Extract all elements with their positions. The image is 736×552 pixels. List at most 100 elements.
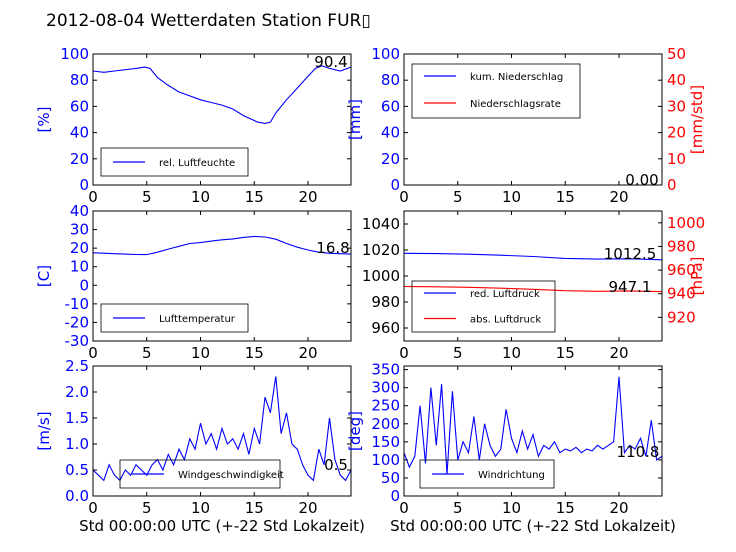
panel-humidity: 0 5 10 15 20 0 20 40 60 80 100 [%] rel. Luftfeuchte 9… — [35, 45, 352, 206]
legend-entry: Niederschlagsrate — [470, 99, 561, 110]
y-tick-label: 20 — [381, 150, 400, 168]
x-tick-label: 20 — [298, 499, 317, 517]
y-axis-label-wind_direction: [deg] — [346, 411, 364, 451]
y2-tick-label: 1000 — [667, 214, 705, 232]
current-value-annotation: 110.8 — [617, 443, 660, 461]
y-tick-label: 0 — [79, 276, 89, 294]
series-line-temperature-0 — [92, 235, 352, 256]
x-tick-label: 20 — [609, 188, 628, 206]
x-tick-label: 20 — [609, 344, 628, 362]
plot-frame-temperature — [92, 210, 352, 342]
y-tick-label: 0 — [79, 176, 89, 194]
y-tick-label: 0.5 — [65, 461, 89, 479]
plot-frame-humidity — [92, 53, 352, 186]
x-tick-label: 0 — [88, 344, 98, 362]
y-tick-label: -30 — [65, 332, 90, 350]
x-tick-label: 10 — [191, 499, 210, 517]
y-axis-label-wind_speed: [m/s] — [35, 411, 53, 450]
series-line-pressure-0 — [403, 252, 663, 261]
y-tick-label: 80 — [70, 71, 89, 89]
legend-box-wind_speed — [119, 459, 281, 489]
y2-tick-label: 10 — [667, 150, 686, 168]
plot-frame-wind_direction — [403, 365, 663, 497]
y-tick-label: 1000 — [362, 267, 400, 285]
x-tick-label: 5 — [453, 188, 463, 206]
panel-temperature: 0 5 10 15 20-30-20-10010203040[C]Lufttempera… — [35, 202, 352, 362]
y-tick-label: 20 — [70, 150, 89, 168]
y-tick-label: 200 — [371, 415, 400, 433]
series-line-humidity-0 — [92, 65, 352, 124]
y-tick-label: 60 — [70, 97, 89, 115]
x-tick-label: 5 — [142, 344, 152, 362]
legend-entry: red. Luftdruck — [470, 289, 540, 300]
legend-entry: Windrichtung — [478, 470, 545, 481]
y2-axis-label-pressure: [hPa] — [688, 257, 706, 296]
legend-box-pressure — [411, 280, 556, 333]
x-tick-label: 5 — [453, 499, 463, 517]
y-tick-label: 300 — [371, 379, 400, 397]
y-tick-label: 40 — [70, 202, 89, 220]
legend-entry: Windgeschwindigkeit — [178, 470, 284, 481]
y-tick-label: 1.5 — [65, 409, 89, 427]
y2-tick-label: 960 — [667, 261, 696, 279]
y2-tick-label: 40 — [667, 71, 686, 89]
x-tick-label: 5 — [453, 344, 463, 362]
x-tick-label: 10 — [502, 344, 521, 362]
x-tick-label: 15 — [556, 499, 575, 517]
legend-box-wind_direction — [419, 459, 555, 489]
y2-tick-label: 0 — [667, 176, 677, 194]
y-tick-label: 60 — [381, 97, 400, 115]
current-value-annotation: 0.5 — [324, 456, 348, 474]
legend-entry: kum. Niederschlag — [470, 72, 563, 83]
legend-box-temperature — [100, 303, 249, 333]
x-tick-label: 15 — [245, 499, 264, 517]
y2-tick-label: 980 — [667, 237, 696, 255]
legend-box-humidity — [100, 147, 249, 177]
y2-tick-label: 940 — [667, 285, 696, 303]
x-tick-label: 0 — [88, 499, 98, 517]
legend-entry: Lufttemperatur — [159, 314, 236, 325]
x-tick-label: 5 — [142, 499, 152, 517]
x-axis-label-wind_speed: Std 00:00:00 UTC (+-22 Std Lokalzeit) — [79, 517, 365, 535]
panel-pressure: 0 5 10 15 20 960 980 1000 1020 1040 920 940 960 980 10… — [362, 210, 706, 362]
y-tick-label: 80 — [381, 71, 400, 89]
y-tick-label: 2.0 — [65, 383, 89, 401]
plot-frame-precip — [403, 53, 663, 186]
x-tick-label: 0 — [399, 499, 409, 517]
x-tick-label: 0 — [88, 188, 98, 206]
y-tick-label: 50 — [381, 469, 400, 487]
x-tick-label: 10 — [191, 188, 210, 206]
x-tick-label: 15 — [556, 344, 575, 362]
plot-frame-wind_speed — [92, 365, 352, 497]
y2-tick-label: 30 — [667, 97, 686, 115]
y-tick-label: 0.0 — [65, 487, 89, 505]
y-tick-label: 40 — [70, 124, 89, 142]
y-tick-label: 2.5 — [65, 357, 89, 375]
y-tick-label: 100 — [60, 45, 89, 63]
x-axis-label-wind_direction: Std 00:00:00 UTC (+-22 Std Lokalzeit) — [390, 517, 676, 535]
x-tick-label: 0 — [399, 344, 409, 362]
y-axis-label-temperature: [C] — [35, 265, 53, 287]
x-tick-label: 5 — [142, 188, 152, 206]
x-tick-label: 15 — [245, 344, 264, 362]
figure-title: 2012-08-04 Wetterdaten Station FUR▯ — [46, 11, 371, 31]
y-tick-label: 250 — [371, 397, 400, 415]
y-tick-label: 0 — [390, 487, 400, 505]
y-tick-label: 350 — [371, 361, 400, 379]
current-value-annotation: 90.4 — [314, 53, 347, 71]
x-tick-label: 10 — [502, 188, 521, 206]
y-tick-label: 960 — [371, 319, 400, 337]
y-tick-label: 40 — [381, 124, 400, 142]
x-tick-label: 20 — [298, 188, 317, 206]
y-tick-label: 150 — [371, 433, 400, 451]
legend-entry: rel. Luftfeuchte — [159, 158, 235, 169]
x-tick-label: 15 — [245, 188, 264, 206]
x-tick-label: 10 — [502, 499, 521, 517]
x-tick-label: 20 — [298, 344, 317, 362]
y2-tick-label: 920 — [667, 308, 696, 326]
y2-axis-label-precip: [mm/std] — [688, 85, 706, 154]
x-tick-label: 20 — [609, 499, 628, 517]
legend-entry: abs. Luftdruck — [470, 315, 541, 326]
y-tick-label: 1.0 — [65, 435, 89, 453]
